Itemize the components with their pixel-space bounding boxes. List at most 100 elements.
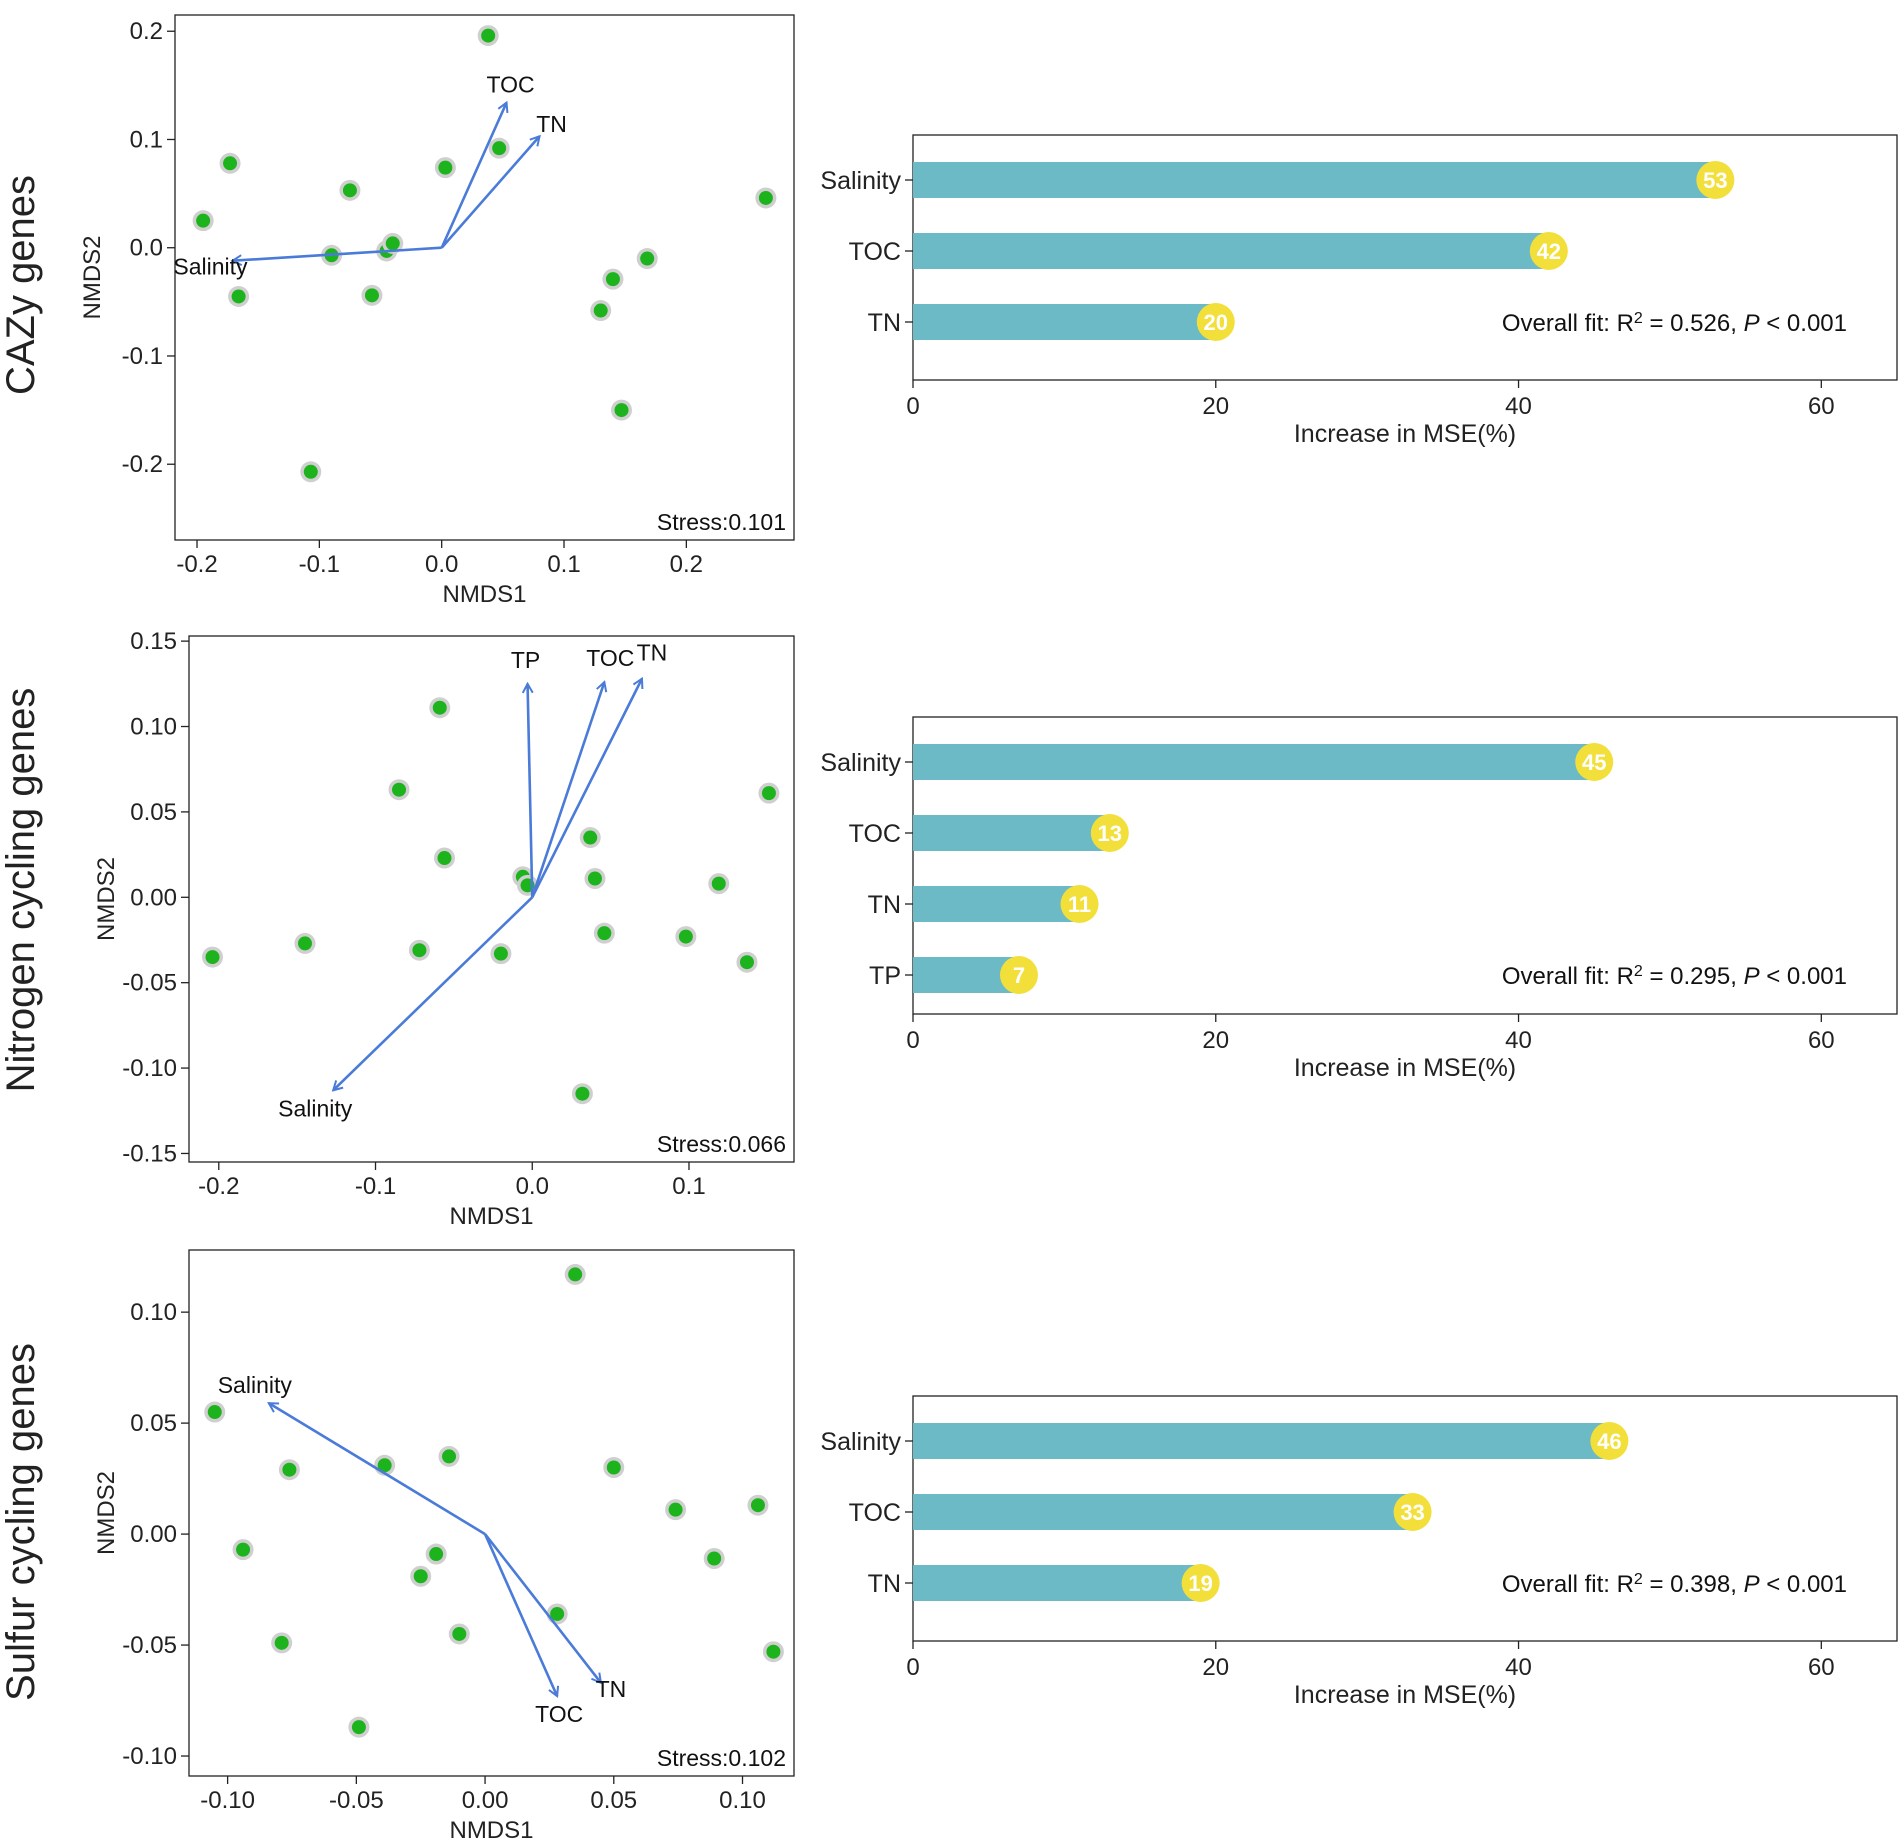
- sample-point: [668, 1502, 683, 1517]
- env-vector-arrow: [440, 136, 540, 249]
- sample-point: [575, 1086, 590, 1101]
- y-tick-label: 0.05: [130, 1410, 177, 1437]
- x-tick-label: -0.1: [299, 551, 340, 578]
- overall-fit-prefix: Overall fit: R: [1502, 1571, 1634, 1598]
- category-label: TN: [868, 891, 901, 919]
- plot-frame: [188, 635, 795, 1163]
- sample-point: [587, 871, 602, 886]
- y-axis-title: NMDS2: [93, 1471, 120, 1555]
- sample-point: [432, 700, 447, 715]
- value-badge: [1393, 1493, 1432, 1531]
- sample-point: [568, 1267, 583, 1282]
- sample-point: [758, 190, 773, 205]
- sample-point: [707, 1551, 722, 1566]
- sample-point: [236, 1542, 251, 1557]
- overall-fit-tail: < 0.001: [1760, 963, 1847, 990]
- importance-bar: [913, 162, 1716, 198]
- y-tick-label: -0.10: [122, 1055, 177, 1082]
- value-badge: [1590, 1422, 1629, 1460]
- importance-bar: [913, 304, 1216, 340]
- sample-point: [207, 1405, 222, 1420]
- overall-fit-sup: 2: [1634, 963, 1643, 980]
- sample-point: [297, 936, 312, 951]
- category-label: TOC: [849, 1499, 901, 1527]
- sample-point: [442, 1449, 457, 1464]
- sample-point: [739, 955, 754, 970]
- stress-label: Stress:0.102: [657, 1745, 786, 1771]
- sample-point: [377, 1458, 392, 1473]
- category-label: Salinity: [820, 749, 901, 777]
- overall-fit-p: P: [1744, 310, 1760, 337]
- sample-point: [493, 946, 508, 961]
- x-tick-label: 0: [906, 393, 919, 420]
- value-label: 20: [1204, 310, 1228, 335]
- category-label: TN: [868, 1570, 901, 1598]
- value-label: 45: [1582, 750, 1606, 775]
- env-vector-label: Salinity: [173, 254, 248, 280]
- env-vector-label: TOC: [486, 72, 534, 98]
- sample-point: [196, 213, 211, 228]
- x-tick-label: -0.2: [198, 1173, 239, 1200]
- overall-fit-p: P: [1744, 1571, 1760, 1598]
- overall-fit-tail: < 0.001: [1760, 1571, 1847, 1598]
- y-tick-label: -0.2: [122, 451, 163, 478]
- rf-importance-panel-nitrogen: Salinity 45 TOC 13 TN 11 TP 7 0 20 40 60 Increase in…: [820, 716, 1898, 1082]
- env-vector-label: Salinity: [278, 1095, 353, 1121]
- sample-point: [223, 156, 238, 171]
- env-vector-arrow: [232, 246, 442, 261]
- sample-point: [205, 950, 220, 965]
- overall-fit-mid: = 0.526,: [1643, 310, 1744, 337]
- x-tick-label: 40: [1505, 1027, 1532, 1054]
- category-label: Salinity: [820, 167, 901, 195]
- x-tick-label: 0.05: [590, 1787, 637, 1814]
- env-vector-arrow: [531, 679, 642, 898]
- sample-point: [750, 1498, 765, 1513]
- row-label-cazy: CAZy genes: [0, 175, 43, 395]
- overall-fit-prefix: Overall fit: R: [1502, 310, 1634, 337]
- env-vector-arrow: [531, 682, 604, 898]
- sample-point: [303, 464, 318, 479]
- row-label-sulfur: Sulfur cycling genes: [0, 1343, 43, 1701]
- x-tick-label: 0.00: [462, 1787, 509, 1814]
- importance-bar: [913, 233, 1549, 269]
- plot-frame: [188, 1249, 795, 1777]
- y-tick-label: 0.05: [130, 799, 177, 826]
- value-badge: [1529, 232, 1568, 270]
- sample-point: [282, 1462, 297, 1477]
- x-tick-label: 0.1: [672, 1173, 705, 1200]
- y-tick-label: -0.05: [122, 1632, 177, 1659]
- value-label: 13: [1098, 821, 1122, 846]
- sample-point: [481, 28, 496, 43]
- rf-importance-panel-sulfur: Salinity 46 TOC 33 TN 19 0 20 40 60 Increase in MS…: [820, 1395, 1898, 1709]
- value-label: 7: [1013, 963, 1025, 988]
- x-tick-label: 0.2: [670, 551, 703, 578]
- y-tick-label: 0.10: [130, 1299, 177, 1326]
- sample-point: [429, 1547, 444, 1562]
- y-tick-label: 0.00: [130, 1521, 177, 1548]
- value-badge: [1060, 885, 1099, 923]
- env-vector-arrow: [440, 103, 507, 249]
- sample-point: [711, 876, 726, 891]
- overall-fit-annotation: Overall fit: R2 = 0.526, P < 0.001: [1502, 310, 1847, 338]
- x-tick-label: -0.05: [329, 1787, 384, 1814]
- category-label: TOC: [849, 238, 901, 266]
- sample-point: [231, 289, 246, 304]
- x-tick-label: -0.2: [176, 551, 217, 578]
- x-tick-label: 0: [906, 1027, 919, 1054]
- sample-point: [605, 272, 620, 287]
- sample-point: [583, 830, 598, 845]
- y-axis-title: NMDS2: [93, 857, 120, 941]
- x-tick-label: -0.1: [355, 1173, 396, 1200]
- env-vector-label: TN: [536, 111, 567, 137]
- plot-frame: [912, 716, 1898, 1015]
- sample-point: [438, 160, 453, 175]
- rf-importance-panel-cazy: Salinity 53 TOC 42 TN 20 0 20 40 60 Increase in MS…: [820, 134, 1898, 448]
- sample-point: [761, 786, 776, 801]
- env-vector-label: TOC: [535, 1701, 583, 1727]
- sample-point: [274, 1635, 289, 1650]
- env-vector-arrow: [333, 896, 534, 1090]
- category-label: TN: [868, 309, 901, 337]
- env-vector-label: TOC: [586, 645, 634, 671]
- plot-frame: [174, 14, 795, 541]
